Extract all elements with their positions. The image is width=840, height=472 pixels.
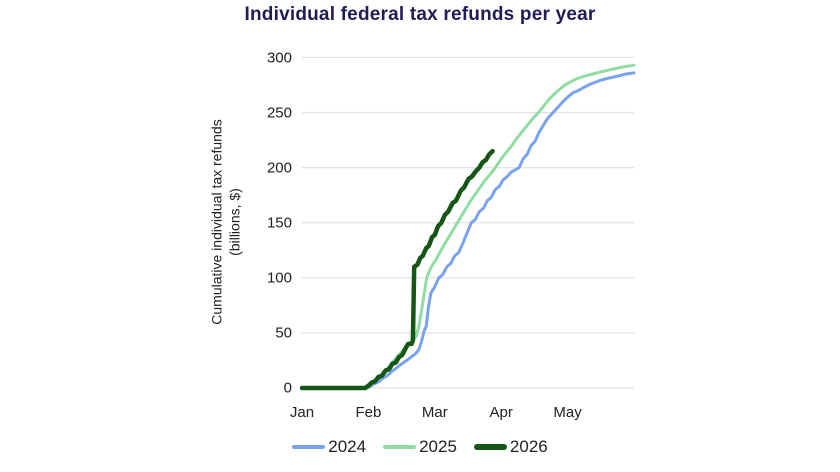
legend-label-2025: 2025 xyxy=(419,437,457,456)
legend-swatch-2025 xyxy=(383,444,417,450)
x-tick-label-Jan: Jan xyxy=(289,404,315,421)
y-tick-label-250: 250 xyxy=(266,104,292,122)
legend-label-2026: 2026 xyxy=(509,437,548,456)
series-line-2025 xyxy=(300,63,636,390)
x-tick-label-Feb: Feb xyxy=(355,404,382,421)
x-tick-label-May: May xyxy=(553,404,582,421)
legend-item-2025: 2025 xyxy=(383,437,457,457)
y-tick-label-50: 50 xyxy=(275,324,292,342)
x-tick-label-Apr: Apr xyxy=(489,404,513,421)
y-tick-label-100: 100 xyxy=(266,269,292,287)
series-line-2026 xyxy=(299,148,495,391)
legend-swatch-2024 xyxy=(292,444,326,450)
legend-item-2026: 2026 xyxy=(473,437,548,457)
legend-label-2024: 2024 xyxy=(328,437,367,456)
y-tick-label-300: 300 xyxy=(266,49,292,66)
y-tick-label-200: 200 xyxy=(266,159,292,177)
x-tick-label-Mar: Mar xyxy=(421,404,448,421)
y-tick-label-150: 150 xyxy=(266,214,292,232)
legend-swatch-2026 xyxy=(473,444,507,450)
legend: 2024 2025 2026 xyxy=(0,437,840,457)
chart-title: Individual federal tax refunds per year xyxy=(244,4,596,25)
series-line-2024 xyxy=(300,71,636,390)
legend-item-2024: 2024 xyxy=(292,437,366,457)
y-tick-label-0: 0 xyxy=(283,379,292,397)
